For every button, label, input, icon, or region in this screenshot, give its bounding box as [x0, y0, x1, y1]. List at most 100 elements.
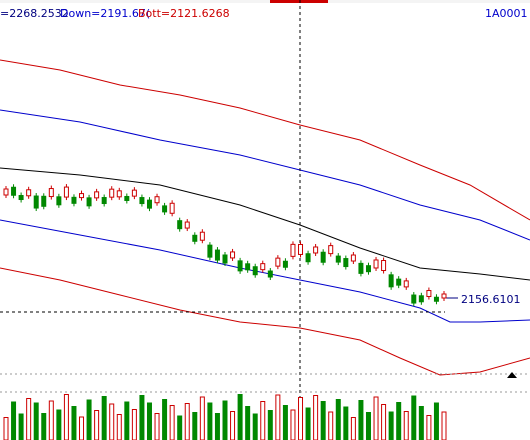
volume-bar [388, 411, 394, 440]
candle[interactable] [124, 195, 130, 201]
candle[interactable] [3, 188, 9, 196]
scroll-marker-icon[interactable] [507, 372, 517, 378]
candle[interactable] [282, 260, 288, 268]
candle[interactable] [184, 221, 190, 229]
volume-bar [86, 399, 92, 440]
candle[interactable] [328, 245, 334, 255]
candle[interactable] [358, 262, 364, 274]
volume-bar [373, 396, 379, 440]
candle[interactable] [192, 234, 198, 242]
volume-bar [343, 406, 349, 440]
candle[interactable] [411, 294, 417, 304]
candle[interactable] [222, 254, 228, 264]
volume-bar [260, 401, 266, 440]
candle[interactable] [350, 254, 356, 262]
top-strip [0, 0, 530, 3]
bottom-band-line [0, 267, 530, 376]
center-line [0, 167, 530, 281]
volume-bar [328, 411, 334, 440]
candle[interactable] [207, 244, 213, 258]
candle[interactable] [230, 251, 236, 259]
candle[interactable] [79, 193, 85, 199]
candle[interactable] [86, 197, 92, 207]
candle[interactable] [275, 257, 281, 267]
candle[interactable] [71, 196, 77, 204]
volume-bar [94, 410, 100, 440]
volume-bar [56, 409, 62, 440]
candle[interactable] [154, 196, 160, 204]
volume-bars-group [3, 394, 447, 440]
volume-bar [26, 398, 32, 440]
candle[interactable] [426, 290, 432, 298]
volume-bar [139, 395, 145, 440]
volume-bar [237, 394, 243, 440]
candle[interactable] [343, 258, 349, 268]
candle[interactable] [433, 296, 439, 302]
candle[interactable] [388, 274, 394, 288]
candle[interactable] [290, 243, 296, 257]
candle[interactable] [48, 188, 54, 198]
candle[interactable] [214, 249, 220, 261]
candle[interactable] [56, 196, 62, 206]
volume-bar [396, 402, 402, 440]
volume-bar [275, 394, 281, 440]
candle[interactable] [418, 295, 424, 303]
candle[interactable] [199, 231, 205, 241]
candle[interactable] [116, 190, 122, 198]
candle[interactable] [131, 189, 137, 197]
volume-bar [154, 413, 160, 440]
candle[interactable] [365, 265, 371, 273]
volume-bar [335, 399, 341, 440]
candle[interactable] [403, 280, 409, 288]
candle[interactable] [237, 260, 243, 272]
candle[interactable] [245, 263, 251, 271]
candle[interactable] [381, 260, 387, 272]
volume-bar [109, 403, 115, 440]
lower-band-line [0, 219, 530, 323]
volume-bar [282, 405, 288, 440]
candle[interactable] [298, 243, 304, 255]
volume-bar [298, 397, 304, 440]
volume-bar [18, 413, 24, 440]
candle[interactable] [41, 195, 47, 207]
candle[interactable] [33, 195, 39, 209]
candle[interactable] [441, 293, 447, 299]
volume-bar [245, 406, 251, 440]
volume-bar [222, 400, 228, 440]
candle[interactable] [18, 195, 24, 201]
upper-band-line [0, 59, 530, 221]
candles-group [3, 184, 447, 307]
candle[interactable] [252, 266, 258, 276]
candle[interactable] [101, 197, 107, 205]
candle[interactable] [169, 202, 175, 214]
candle[interactable] [335, 255, 341, 263]
volume-bar [33, 402, 39, 440]
candle[interactable] [146, 199, 152, 209]
volume-bar [230, 411, 236, 440]
volume-bar [411, 395, 417, 440]
candle[interactable] [313, 246, 319, 254]
candle[interactable] [139, 197, 145, 205]
volume-bar [252, 413, 258, 440]
volume-bar [131, 409, 137, 440]
candle[interactable] [320, 251, 326, 263]
candle[interactable] [63, 186, 69, 198]
candle[interactable] [109, 188, 115, 198]
candle[interactable] [162, 205, 168, 213]
volume-bar [3, 417, 9, 440]
candle[interactable] [260, 263, 266, 271]
candle[interactable] [373, 259, 379, 269]
candle[interactable] [26, 189, 32, 197]
candle[interactable] [11, 186, 17, 196]
volume-bar [101, 396, 107, 440]
candle[interactable] [305, 253, 311, 263]
candle[interactable] [396, 278, 402, 286]
candle[interactable] [94, 191, 100, 199]
header-up-value: =2268.2532 [0, 7, 69, 20]
candle[interactable] [177, 220, 183, 230]
candle[interactable] [267, 270, 273, 278]
volume-bar [433, 402, 439, 440]
volume-bar [313, 395, 319, 440]
